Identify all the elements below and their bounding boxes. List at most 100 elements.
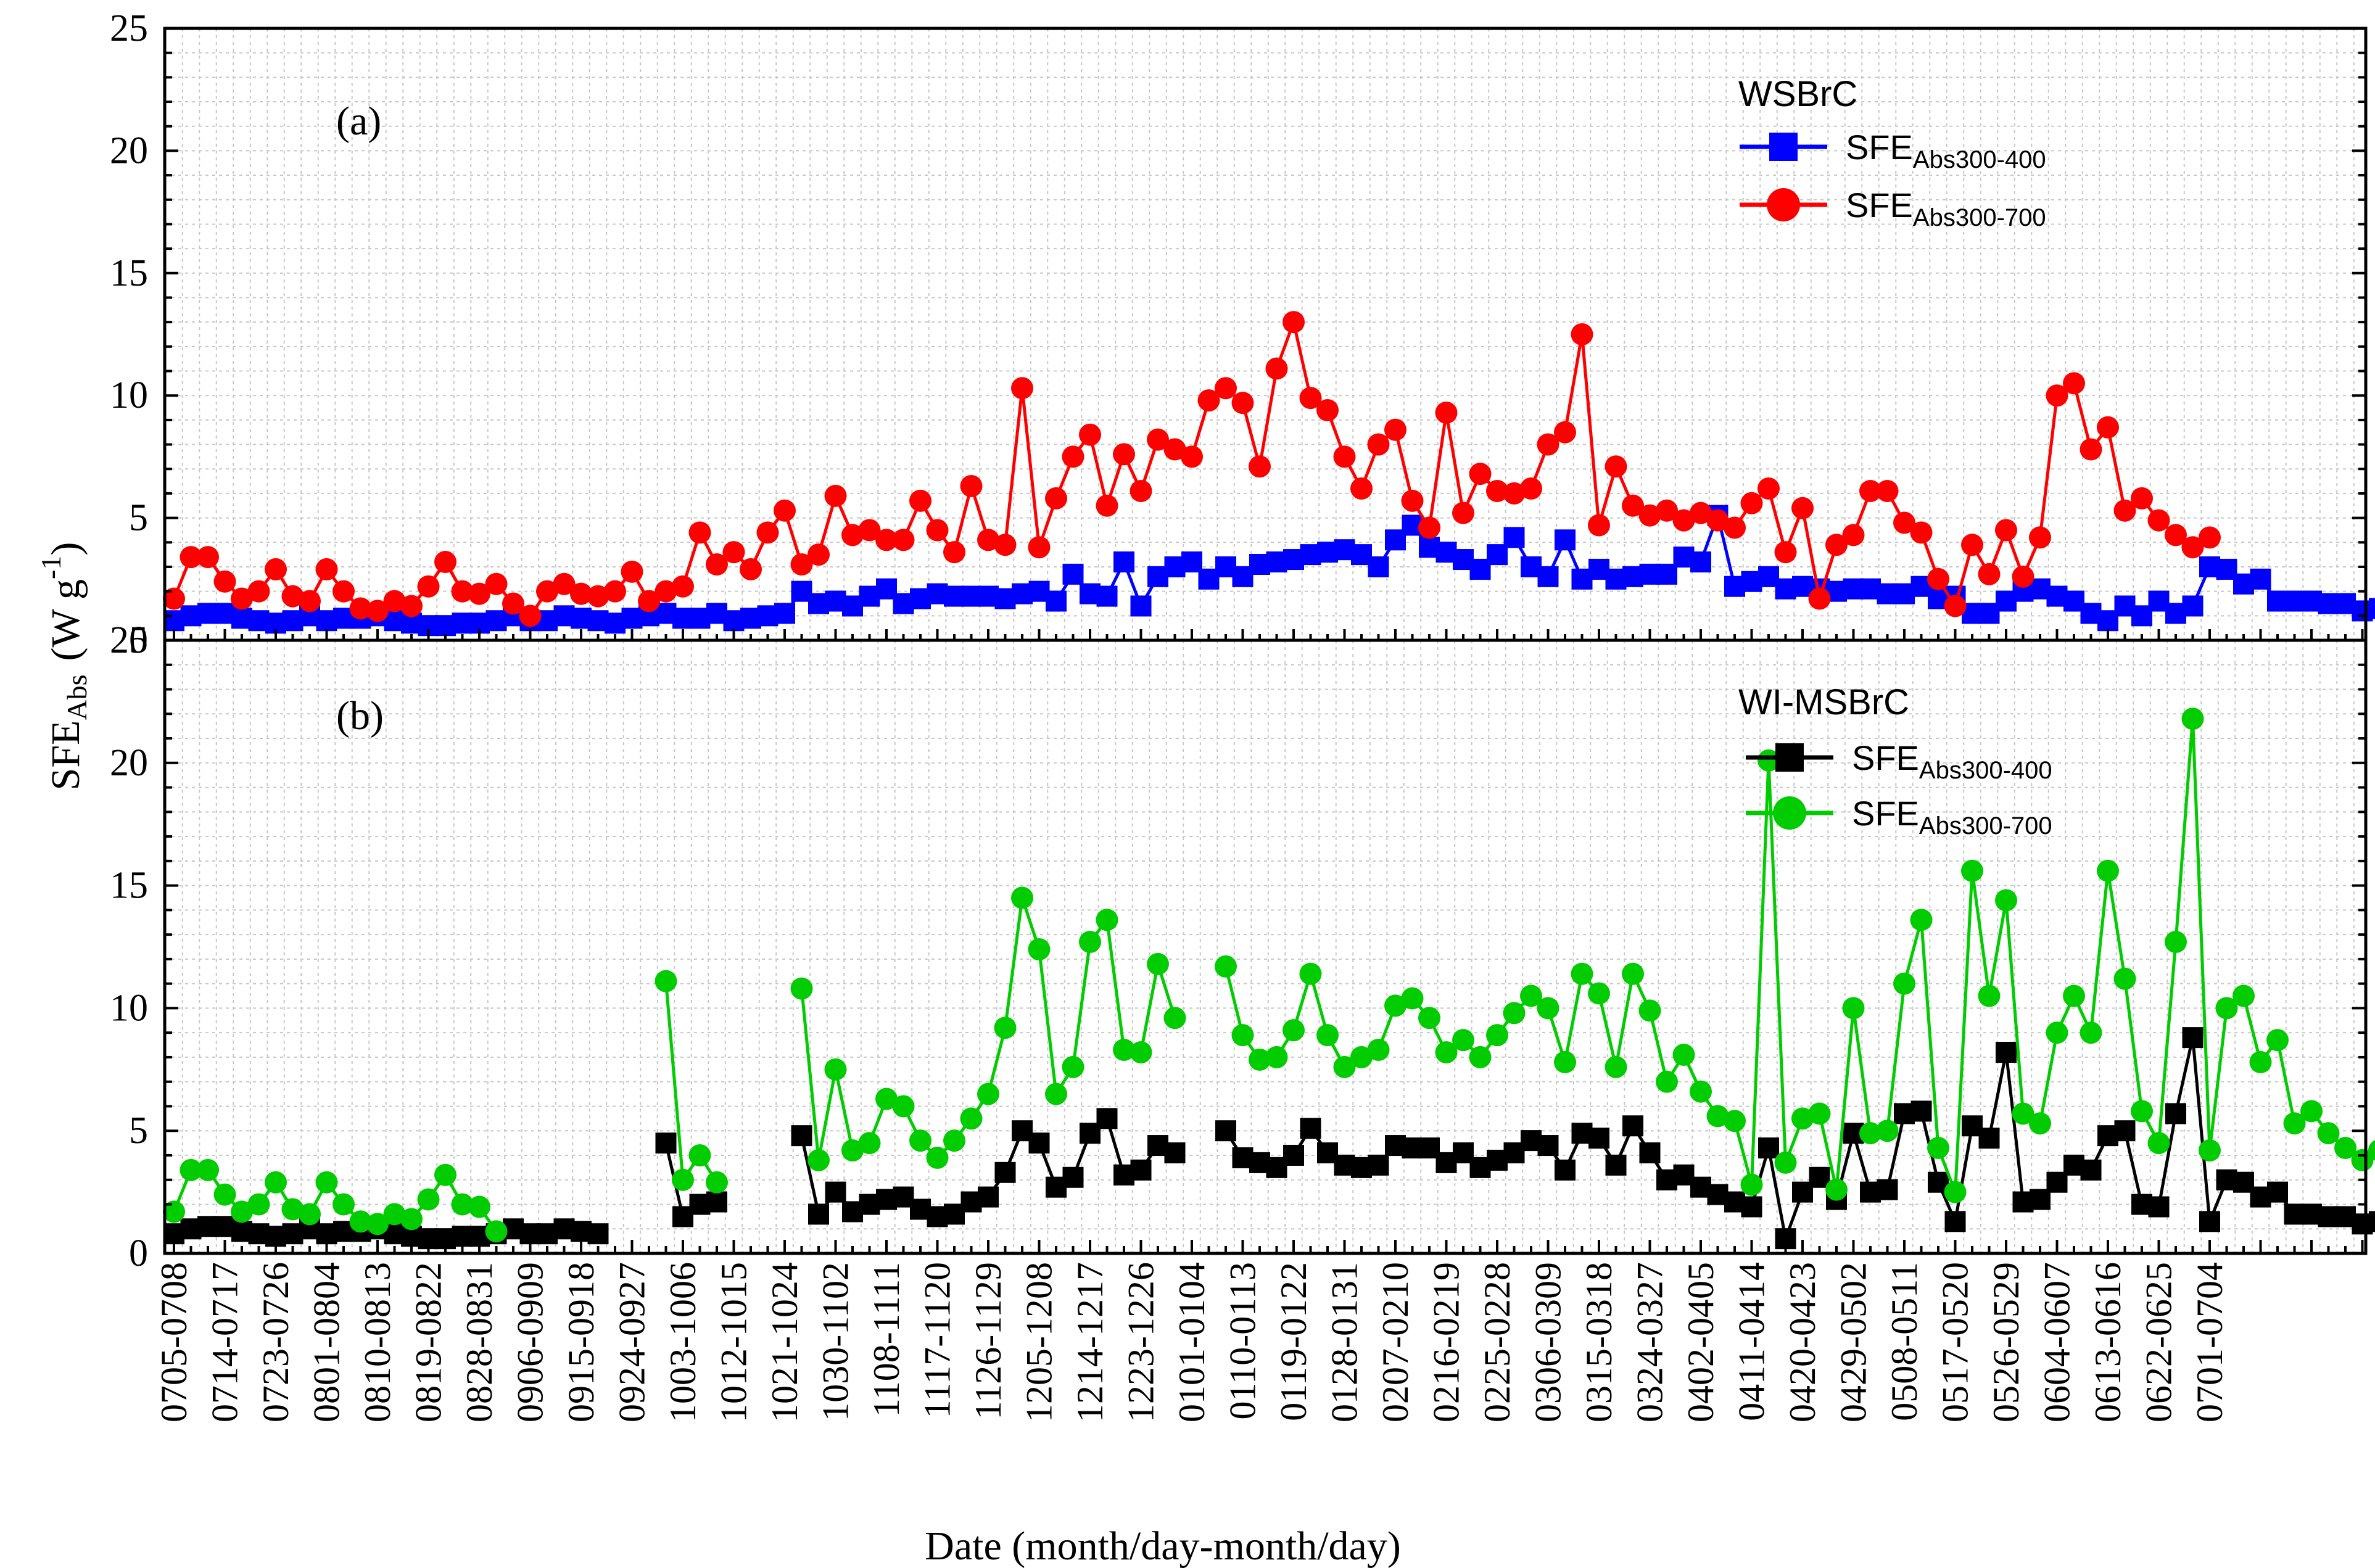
series-b-abs300-400-point [1605,1154,1627,1176]
series-a-abs300-700-point [892,529,915,551]
series-b-abs300-700-point [1486,1024,1508,1047]
series-a-abs300-700-point [1249,455,1271,478]
series-b-abs300-700-point [1859,1122,1881,1145]
panel-b: 0 5 10 15 20 25 (b) WI-MSBrC SFEAbs300-400 SF… [110,619,2375,1274]
series-b-abs300-700-point [2283,1112,2306,1135]
series-b-abs300-700-point [2266,1029,2289,1052]
x-tick-label: 0613-0616 [2088,1262,2128,1422]
series-b-abs300-400-point [994,1162,1016,1183]
series-a-abs300-400-point [2250,568,2271,590]
series-b-abs300-700-point [1927,1137,1949,1160]
series-b-abs300-700-point [960,1107,983,1130]
series-a-abs300-700-point [740,558,762,580]
panel-a-plot [163,311,2375,637]
series-b-abs300-700-point [1384,994,1406,1017]
series-b-abs300-700-point [706,1171,728,1194]
series-b-abs300-700-point [2368,1140,2375,1161]
series-b-abs300-700-point [1130,1041,1152,1063]
series-b-abs300-400-point [791,1125,812,1147]
series-a-abs300-700-point [1045,487,1067,510]
series-a-abs300-700-point [2097,416,2119,439]
series-a-abs300-700-point [2012,565,2034,588]
series-b-abs300-700-point [1961,859,1983,882]
series-b-abs300-700-point [977,1083,999,1105]
series-b-abs300-700-point [841,1139,864,1162]
series-a-abs300-700-point [1163,438,1186,461]
series-b-abs300-700-point [1774,1151,1797,1174]
series-b-abs300-700-point [1062,1055,1084,1078]
series-b-abs300-700-point [417,1188,440,1211]
series-b-abs300-700-point [1724,1110,1746,1133]
series-b-abs300-700-point [2046,1021,2068,1044]
series-b-abs300-700-point [1791,1107,1814,1130]
series-b-abs300-700-point [1316,1024,1339,1047]
series-a-abs300-700-point [722,541,745,564]
series-a-abs300-700-point [1215,377,1237,400]
panel-b-legend: WI-MSBrC SFEAbs300-400 SFEAbs300-700 [1738,682,2052,840]
series-b-abs300-700-point [1096,909,1118,931]
series-b-abs300-700-point [1045,1083,1067,1105]
series-b-abs300-700-point [1842,997,1865,1020]
series-a-abs300-700-point [587,585,609,608]
x-tick-label: 0306-0309 [1528,1262,1569,1422]
x-axis: 0705-0708 0714-0717 0723-0726 0801-0804 0810… [154,629,2364,1568]
series-a-abs300-700-point [808,543,830,566]
series-b-abs300-700-point [672,1168,694,1191]
series-a-abs300-700-point [1333,445,1356,468]
x-tick-label: 0315-0318 [1579,1262,1619,1422]
series-b-abs300-700-point [1571,962,1593,985]
series-b-abs300-400-point [1944,1211,1966,1232]
series-b-abs300-700-point [655,970,677,992]
x-tick-label: 0906-0909 [510,1262,551,1422]
y-tick-label-b: 5 [129,1110,148,1152]
x-tick-label: 1030-1102 [816,1262,856,1421]
series-a-abs300-700-point [1622,494,1644,517]
x-tick-label: 0801-0804 [307,1262,347,1422]
series-b-abs300-700-point [1231,1024,1254,1047]
x-tick-label: 1012-1015 [714,1262,754,1422]
series-b-abs300-400-point [1996,1041,2017,1063]
series-a-abs300-700-point [2199,526,2221,549]
x-tick-label: 0723-0726 [255,1262,296,1422]
legend-marker-wimsbrc-abs300-700 [1773,796,1806,830]
series-b-abs300-700-point [1520,984,1542,1007]
series-a-abs300-700-point [2080,438,2102,461]
x-tick-label: 0110-0113 [1223,1262,1263,1420]
x-tick-label: 1117-1120 [917,1262,958,1418]
panel-a-grid [165,28,2366,640]
series-b-abs300-700-point [790,977,813,1000]
series-b-abs300-700-point [434,1163,456,1186]
legend-label-wimsbrc-abs300-400: SFEAbs300-400 [1852,738,2052,784]
series-b-abs300-700-point [1893,972,1915,995]
series-b-abs300-700-point [1503,1002,1526,1025]
series-a-abs300-700-point [672,575,694,598]
series-a-abs300-700-point [332,580,355,603]
panel-a-legend: WSBrC SFEAbs300-400 SFEAbs300-700 [1738,74,2046,231]
series-a-abs300-700-point [1842,524,1865,547]
series-b-abs300-700-point [1469,1046,1492,1068]
series-a-abs300-700-point [1893,511,1915,534]
series-b-abs300-700-point [1537,997,1559,1020]
series-b-abs300-400-point [2148,1196,2170,1218]
series-a-abs300-700-point [1571,323,1593,345]
series-a-abs300-700-point [1147,428,1169,451]
series-a-abs300-400-point [1113,551,1134,573]
series-a-abs300-700-point [1452,501,1474,524]
series-b-abs300-700-point [180,1158,202,1181]
x-tick-label: 0526-0529 [1986,1262,2026,1422]
x-tick-label: 1003-1006 [663,1262,703,1422]
series-b-abs300-700-point [2147,1132,2170,1155]
x-tick-label: 1205-1208 [1019,1262,1060,1422]
series-a-abs300-700-point [858,519,881,542]
x-ticks [173,629,2364,1253]
legend-label-wsbrc-abs300-700: SFEAbs300-700 [1846,186,2046,231]
series-b-abs300-700-point [163,1200,185,1223]
series-b-abs300-400-point [2114,1120,2136,1142]
series-b-abs300-400-point [1062,1166,1084,1188]
series-b-abs300-700-point [1656,1070,1678,1093]
series-a-abs300-700-point [1384,418,1406,441]
series-a-abs300-700-point [1231,392,1254,415]
series-a-abs300-700-point [1910,521,1933,544]
series-a-abs300-700-point [2165,524,2187,547]
series-b-abs300-400-point [2165,1103,2186,1124]
